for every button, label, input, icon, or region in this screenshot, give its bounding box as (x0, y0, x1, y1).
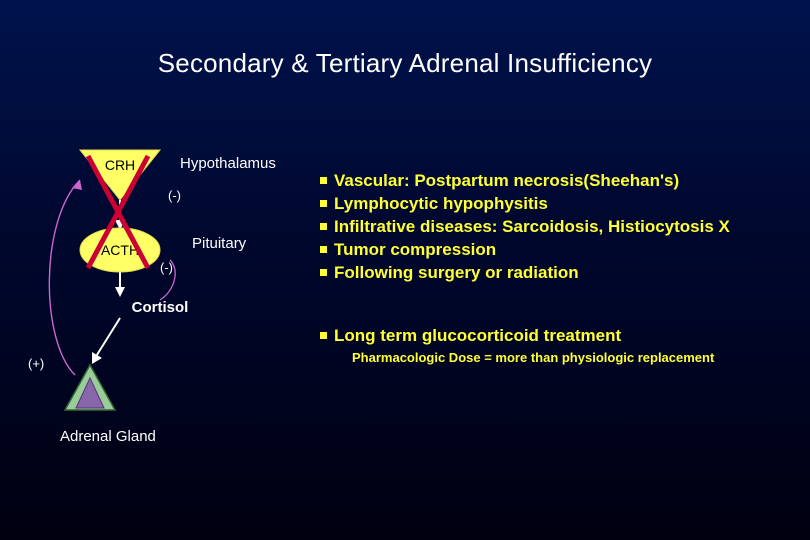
bullet-item: Infiltrative diseases: Sarcoidosis, Hist… (320, 216, 800, 239)
bullet-item: Long term glucocorticoid treatment (320, 325, 800, 348)
adrenal-gland-label: Adrenal Gland (60, 428, 156, 445)
bullet-item: Tumor compression (320, 239, 800, 262)
bullet-item: Lymphocytic hypophysitis (320, 193, 800, 216)
hypothalamus-hormone-label: CRH (105, 157, 135, 173)
stimulus-plus: (+) (28, 356, 44, 371)
sub-note: Pharmacologic Dose = more than physiolog… (352, 350, 800, 365)
feedback-neg-1: (-) (168, 188, 181, 203)
pituitary-label: Pituitary (192, 235, 247, 252)
bullet-item: Following surgery or radiation (320, 262, 800, 285)
slide-title: Secondary & Tertiary Adrenal Insufficien… (0, 48, 810, 79)
bullet-list-area: Vascular: Postpartum necrosis(Sheehan's)… (320, 170, 800, 365)
feedback-arrow (49, 180, 80, 375)
feedback-neg-2: (-) (160, 260, 173, 275)
causes-list-1: Vascular: Postpartum necrosis(Sheehan's)… (320, 170, 800, 285)
pit-to-cortisol-arrow-head (115, 287, 125, 297)
causes-list-2: Long term glucocorticoid treatment (320, 325, 800, 348)
hypothalamus-label: Hypothalamus (180, 155, 276, 172)
slide: Secondary & Tertiary Adrenal Insufficien… (0, 0, 810, 540)
cortisol-label: Cortisol (132, 299, 189, 316)
bullet-item: Vascular: Postpartum necrosis(Sheehan's) (320, 170, 800, 193)
cortisol-to-adrenal-arrow (95, 318, 120, 358)
